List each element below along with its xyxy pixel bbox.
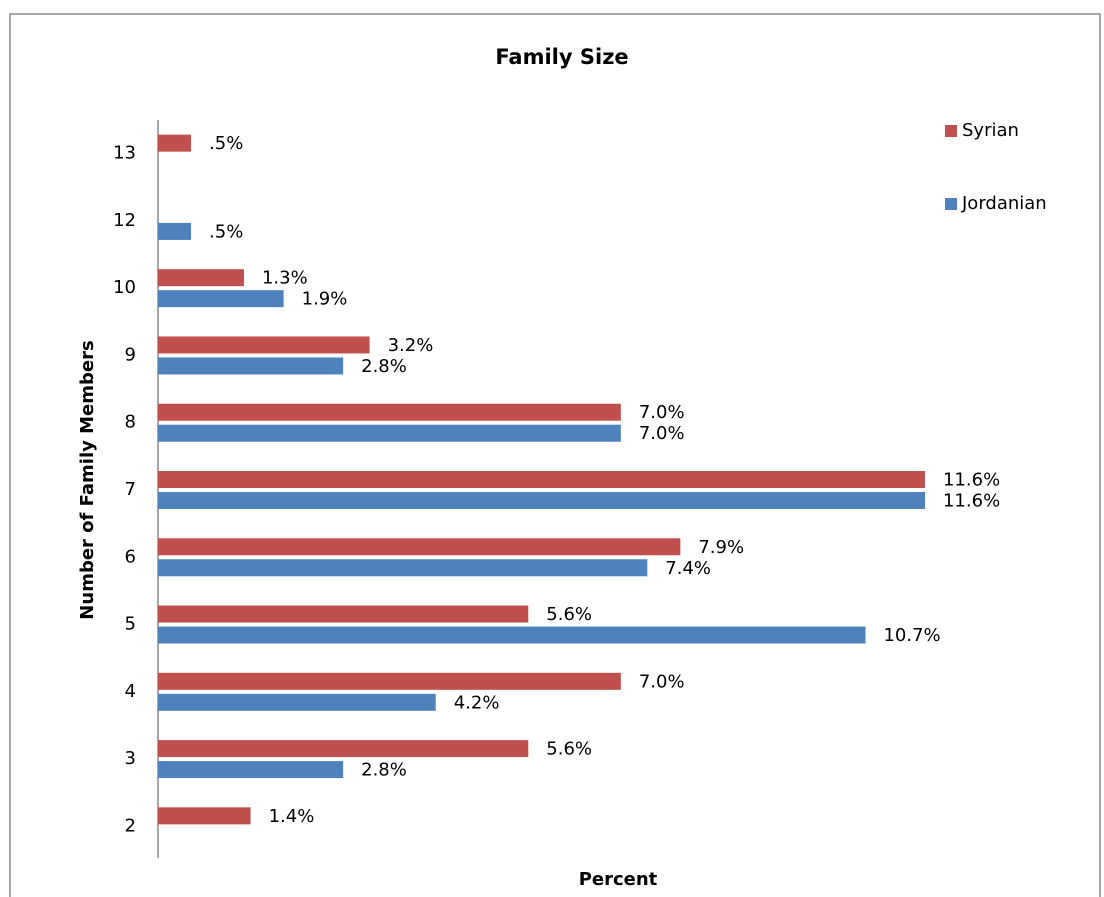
y-tick-label: 2 — [125, 815, 136, 836]
data-label: 10.7% — [883, 625, 940, 646]
y-tick-label: 12 — [113, 210, 136, 231]
chart-title: Family Size — [495, 45, 628, 69]
data-label: 5.6% — [546, 604, 592, 625]
bar — [158, 357, 344, 375]
y-axis-label: Number of Family Members — [77, 340, 98, 619]
data-label: 2.8% — [361, 356, 407, 377]
data-label: 7.9% — [698, 537, 744, 558]
bar — [158, 693, 436, 711]
bar — [158, 403, 621, 421]
y-tick-label: 8 — [125, 412, 136, 433]
bar — [158, 740, 529, 758]
data-label: 11.6% — [943, 491, 1000, 512]
data-label: 1.9% — [302, 289, 348, 310]
data-label: 4.2% — [454, 692, 500, 713]
data-label: 7.4% — [665, 558, 711, 579]
data-label: 7.0% — [639, 671, 685, 692]
data-label: 1.4% — [269, 806, 315, 827]
bar — [158, 807, 251, 825]
bar — [158, 672, 621, 690]
data-label: .5% — [209, 133, 243, 154]
y-tick-label: 10 — [113, 277, 136, 298]
data-label: 7.0% — [639, 402, 685, 423]
data-label: 3.2% — [388, 335, 434, 356]
y-tick-label: 5 — [125, 614, 136, 635]
data-label: 1.3% — [262, 268, 308, 289]
y-tick-label: 3 — [125, 748, 136, 769]
x-axis-label: Percent — [579, 869, 658, 890]
data-label: 5.6% — [546, 739, 592, 760]
y-tick-label: 6 — [125, 546, 136, 567]
y-tick-label: 13 — [113, 143, 136, 164]
bar — [158, 492, 925, 509]
legend-swatch — [945, 198, 957, 210]
legend-label: Syrian — [962, 120, 1019, 141]
bar — [158, 626, 866, 644]
bar — [158, 424, 621, 442]
bar — [158, 471, 925, 488]
bar — [158, 605, 529, 623]
data-label: 11.6% — [943, 470, 1000, 491]
data-label: .5% — [209, 221, 243, 242]
y-tick-label: 7 — [125, 479, 136, 500]
bar — [158, 336, 370, 354]
y-tick-label: 4 — [125, 681, 136, 702]
bar — [158, 761, 344, 779]
data-label: 7.0% — [639, 423, 685, 444]
bar — [158, 222, 192, 240]
bar — [158, 269, 244, 287]
bar — [158, 134, 192, 152]
bar — [158, 290, 284, 308]
bar — [158, 559, 648, 577]
bar — [158, 538, 681, 556]
y-tick-label: 9 — [125, 344, 136, 365]
legend-label: Jordanian — [961, 193, 1047, 214]
legend-swatch — [945, 125, 957, 137]
data-label: 2.8% — [361, 760, 407, 781]
